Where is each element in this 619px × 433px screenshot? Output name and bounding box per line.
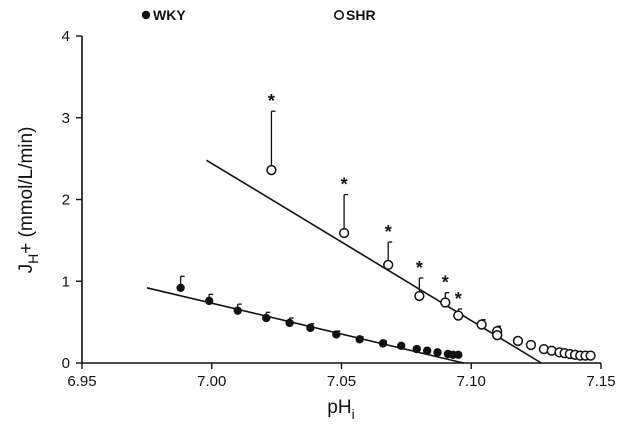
x-tick-label: 7.15 (586, 373, 615, 390)
y-tick-label: 1 (62, 273, 70, 290)
significance-star: * (268, 91, 275, 111)
shr-point (338, 227, 350, 239)
wky-point (396, 341, 406, 351)
wky-point (378, 339, 388, 348)
y-tick-label: 4 (62, 28, 70, 45)
shr-point (512, 335, 524, 347)
legend-shr-marker (333, 10, 344, 20)
wky-point (204, 296, 214, 306)
y-axis-title-main: J (16, 264, 37, 274)
wky-point (454, 350, 463, 360)
wky-point (422, 346, 432, 355)
significance-star: * (455, 289, 462, 309)
wky-point (433, 348, 442, 357)
shr-point (440, 297, 451, 308)
shr-point (266, 164, 277, 176)
y-axis-ticks: 0 1 2 3 4 (62, 28, 82, 372)
shr-point (383, 259, 394, 271)
wky-point (355, 335, 364, 344)
x-tick-label: 6.95 (67, 373, 96, 390)
wky-point (285, 318, 294, 328)
wky-point (262, 313, 271, 323)
wky-point (332, 330, 341, 339)
x-tick-label: 7.00 (197, 373, 226, 390)
shr-point (414, 290, 425, 302)
wky-point (412, 344, 421, 354)
y-tick-label: 2 (62, 192, 70, 209)
legend-shr-label: SHR (346, 7, 376, 23)
shr-fit-line (206, 159, 542, 364)
legend: WKY SHR (141, 7, 376, 23)
y-tick-label: 3 (62, 110, 70, 127)
y-tick-label: 0 (62, 355, 70, 372)
legend-wky-label: WKY (153, 7, 186, 23)
x-axis-title-main: pH (327, 397, 351, 418)
shr-point (453, 310, 464, 321)
significance-star: * (385, 222, 392, 242)
significance-star: * (341, 175, 348, 195)
legend-wky-marker (141, 10, 151, 20)
data-points (176, 164, 596, 361)
x-axis-ticks: 6.95 7.00 7.05 7.10 7.15 (67, 363, 616, 390)
shr-point (525, 339, 537, 351)
shr-point (585, 350, 596, 361)
shr-point (476, 319, 487, 330)
significance-star: * (416, 258, 423, 278)
y-axis-title-rest: + (mmol/L/min) (16, 127, 37, 254)
x-axis-title-sub: i (352, 406, 355, 422)
wky-point (176, 283, 185, 292)
wky-point (306, 323, 315, 333)
wky-fit-line (146, 287, 464, 364)
y-axis-title-sub: H (25, 254, 41, 264)
wky-point (233, 306, 242, 315)
significance-stars: * * * * * * (268, 91, 462, 309)
plot-frame (81, 36, 601, 364)
fit-lines (146, 159, 542, 364)
x-axis-title: pHi (327, 397, 354, 422)
significance-star: * (442, 273, 449, 293)
shr-point (492, 330, 503, 341)
y-axis-title: JH+ (mmol/L/min) (16, 127, 41, 274)
x-tick-label: 7.10 (457, 373, 486, 390)
x-tick-label: 7.05 (327, 373, 356, 390)
